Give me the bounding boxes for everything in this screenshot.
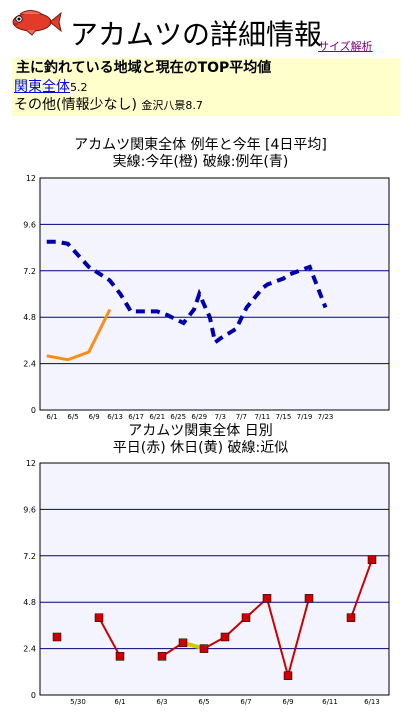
y-tick-label: 2.4 <box>23 360 36 369</box>
x-tick-label: 6/25 <box>170 413 186 421</box>
weekday-point <box>157 652 167 661</box>
x-tick-label: 6/3 <box>156 698 167 706</box>
x-tick-label: 6/5 <box>198 698 209 706</box>
y-tick-label: 9.6 <box>23 220 36 229</box>
size-analysis-link[interactable]: サイズ解析 <box>318 40 373 53</box>
x-tick-label: 6/11 <box>322 698 338 706</box>
x-tick-label: 6/7 <box>240 698 251 706</box>
chart1-subtitle: 実線:今年(橙) 破線:例年(青) <box>112 154 289 170</box>
x-tick-label: 6/21 <box>149 413 165 421</box>
x-tick-label: 6/9 <box>282 698 293 706</box>
weekday-segment <box>266 598 289 676</box>
weekday-point <box>346 613 356 622</box>
normal-year-line <box>46 239 328 346</box>
x-tick-label: 7/11 <box>255 413 271 421</box>
region-link-kanto[interactable]: 関東全体 <box>14 79 70 95</box>
x-tick-label: 6/13 <box>107 413 123 421</box>
page-header: アカムツの詳細情報 サイズ解析 <box>0 0 401 60</box>
x-tick-label: 7/15 <box>276 413 292 421</box>
x-tick-label: 7/7 <box>236 413 247 421</box>
y-tick-label: 0 <box>31 691 36 700</box>
y-tick-label: 7.2 <box>23 267 36 276</box>
x-tick-label: 7/3 <box>215 413 226 421</box>
x-tick-label: 6/1 <box>114 698 125 706</box>
this-year-line <box>46 308 112 362</box>
weekday-point <box>304 594 314 603</box>
chart2-title: アカムツ関東全体 日別 <box>128 423 273 439</box>
yearly-comparison-chart: 0 2.4 4.8 7.2 9.6 12 6/1 6/5 6/9 6/13 6/17 6/21 6/25… <box>23 174 390 421</box>
red-fish-icon <box>12 10 62 36</box>
plot-area <box>39 177 390 411</box>
weekday-point <box>220 632 230 642</box>
weekday-point <box>52 632 62 642</box>
weekday-segment <box>287 598 310 676</box>
y-tick-label: 9.6 <box>23 505 36 514</box>
y-tick-label: 7.2 <box>23 552 36 561</box>
page-title: アカムツの詳細情報 <box>70 18 323 51</box>
top-average-panel: 主に釣れている地域と現在のTOP平均値 関東全体5.2 その他(情報少なし) 金… <box>12 58 400 116</box>
x-tick-label: 7/23 <box>318 413 334 421</box>
other-region-label: その他(情報少なし) <box>14 97 137 113</box>
other-region-detail: 金沢八景8.7 <box>141 99 203 112</box>
x-tick-label: 6/29 <box>191 413 207 421</box>
y-tick-label: 4.8 <box>23 313 36 322</box>
y-tick-label: 2.4 <box>23 645 36 654</box>
y-tick-label: 4.8 <box>23 598 36 607</box>
x-tick-label: 5/30 <box>70 698 86 706</box>
weekday-segment <box>98 617 121 657</box>
x-tick-label: 6/17 <box>128 413 144 421</box>
weekday-point <box>367 555 377 564</box>
daily-chart: 0 2.4 4.8 7.2 9.6 12 5/30 6/1 6/3 6/5 6/7 6/9 6/11 6/… <box>23 459 390 706</box>
weekday-point <box>283 671 293 680</box>
other-region-row: その他(情報少なし) 金沢八景8.7 <box>14 96 203 115</box>
chart1-title: アカムツ関東全体 例年と今年 [4日平均] <box>74 137 327 153</box>
top-average-heading: 主に釣れている地域と現在のTOP平均値 <box>16 60 272 76</box>
weekday-point <box>94 613 104 622</box>
weekday-point <box>241 613 251 622</box>
weekday-point <box>178 638 188 648</box>
weekday-segment <box>350 559 373 619</box>
weekday-point <box>262 594 272 603</box>
y-tick-label: 0 <box>31 406 36 415</box>
weekday-point <box>199 644 209 653</box>
region-value: 5.2 <box>70 81 88 94</box>
y-tick-label: 12 <box>26 174 36 183</box>
x-tick-label: 6/13 <box>364 698 380 706</box>
plot-area <box>39 462 390 696</box>
x-tick-label: 6/1 <box>46 413 57 421</box>
x-tick-label: 6/9 <box>88 413 99 421</box>
x-tick-label: 7/19 <box>297 413 313 421</box>
chart2-subtitle: 平日(赤) 休日(黄) 破線:近似 <box>112 440 289 456</box>
weekday-point <box>115 652 125 661</box>
x-tick-label: 6/5 <box>67 413 78 421</box>
y-tick-label: 12 <box>26 459 36 468</box>
region-row: 関東全体5.2 <box>14 78 88 97</box>
